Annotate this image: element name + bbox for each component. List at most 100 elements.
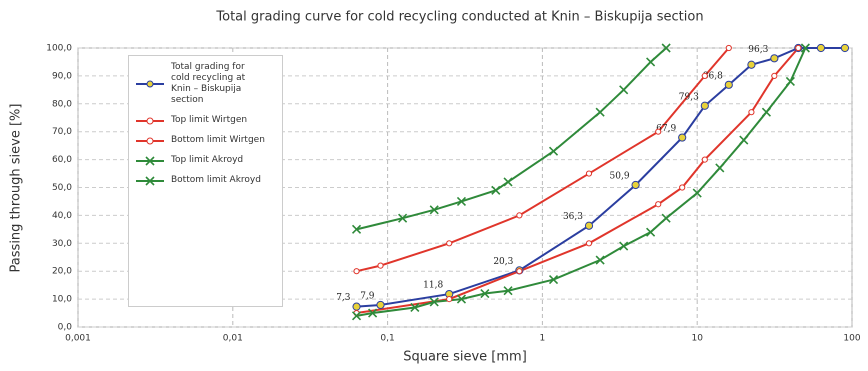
point-marker (631, 180, 640, 190)
x-tick-label: 0,1 (380, 334, 394, 344)
point-marker (661, 43, 671, 53)
legend-marker (146, 117, 154, 124)
legend-entry: Bottom limit Wirtgen (135, 135, 276, 146)
point-marker (503, 177, 513, 187)
data-label: 50,9 (610, 171, 630, 181)
point-marker (715, 163, 725, 173)
point-marker (701, 72, 708, 80)
point-marker (456, 294, 467, 304)
point-marker (410, 302, 420, 313)
legend-entry: Top limit Wirtgen (135, 115, 276, 126)
data-label: 67,9 (656, 124, 676, 134)
point-marker (516, 212, 523, 219)
point-marker (747, 60, 756, 69)
x-axis-label: Square sieve [mm] (403, 350, 527, 365)
point-marker (840, 43, 850, 53)
x-tick-label: 0,01 (223, 334, 243, 344)
y-tick-label: 60,0 (52, 155, 72, 165)
legend-label: Top limit Akroyd (171, 155, 244, 165)
point-marker (701, 156, 708, 163)
x-tick-label: 10 (691, 334, 703, 344)
point-marker (739, 135, 749, 145)
point-marker (456, 196, 467, 207)
data-label: 7,9 (360, 291, 375, 301)
data-label: 11,8 (423, 281, 443, 291)
point-marker (585, 170, 593, 177)
y-tick-label: 70,0 (52, 127, 72, 137)
y-tick-label: 100,0 (46, 44, 72, 54)
y-tick-label: 90,0 (52, 71, 72, 81)
point-marker (655, 201, 662, 208)
point-marker (800, 43, 810, 53)
y-tick-label: 20,0 (52, 267, 72, 277)
point-marker (446, 240, 453, 247)
point-marker (516, 268, 523, 275)
point-marker (724, 80, 733, 89)
data-label: 36,3 (563, 212, 583, 222)
point-marker (646, 57, 656, 67)
legend-swatch (136, 155, 164, 166)
point-marker (655, 128, 662, 135)
point-marker (679, 184, 686, 191)
point-marker (352, 302, 361, 311)
legend-marker (145, 155, 155, 166)
legend-swatch (136, 137, 164, 144)
legend-label: Top limit Wirtgen (171, 115, 248, 125)
x-tick-label: 0,001 (65, 334, 91, 344)
data-label: 20,3 (493, 257, 513, 267)
point-marker (748, 109, 755, 116)
legend-label: Bottom limit Wirtgen (171, 135, 265, 145)
point-marker (548, 146, 559, 156)
point-marker (351, 224, 362, 234)
point-marker (761, 107, 771, 117)
point-marker (646, 227, 656, 237)
point-marker (351, 311, 362, 321)
y-tick-label: 50,0 (52, 183, 72, 193)
data-label: 79,3 (679, 92, 699, 102)
point-marker (678, 133, 687, 142)
y-tick-label: 30,0 (52, 239, 72, 249)
point-marker (398, 213, 408, 223)
legend-swatch (136, 117, 164, 124)
series-line (356, 47, 807, 317)
chart-title: Total grading curve for cold recycling c… (215, 10, 703, 25)
point-marker (429, 205, 439, 215)
point-marker (503, 286, 513, 296)
point-marker (619, 85, 629, 95)
point-marker (692, 188, 702, 198)
y-tick-label: 40,0 (52, 211, 72, 221)
y-axis-label: Passing through sieve [%] (9, 104, 24, 273)
point-marker (429, 297, 439, 307)
point-marker (619, 241, 629, 251)
data-label: 96,3 (748, 45, 768, 55)
legend-label: Bottom limit Akroyd (171, 175, 261, 185)
legend-entry: Top limit Akroyd (135, 155, 276, 166)
legend-marker (146, 80, 154, 88)
series-line (356, 47, 800, 315)
point-marker (795, 44, 802, 52)
point-marker (771, 72, 778, 80)
point-marker (595, 255, 605, 265)
x-tick-label: 100 (843, 334, 860, 344)
y-tick-label: 10,0 (52, 295, 72, 305)
legend-swatch (136, 175, 164, 186)
x-tick-label: 1 (540, 334, 546, 344)
point-marker (725, 44, 732, 52)
point-marker (353, 268, 360, 275)
legend: Total grading for cold recycling at Knin… (128, 55, 283, 307)
series-line (356, 47, 667, 231)
point-marker (584, 221, 594, 230)
point-marker (446, 296, 453, 303)
series-line (356, 47, 845, 308)
point-marker (376, 300, 385, 310)
point-marker (770, 54, 779, 63)
point-marker (816, 43, 826, 53)
legend-marker (145, 175, 155, 186)
legend-entry: Bottom limit Akroyd (135, 175, 276, 186)
point-marker (661, 213, 671, 223)
y-tick-label: 0,0 (58, 323, 73, 333)
data-label: 7,3 (336, 293, 351, 303)
legend-swatch (136, 80, 164, 88)
point-marker (368, 308, 378, 318)
